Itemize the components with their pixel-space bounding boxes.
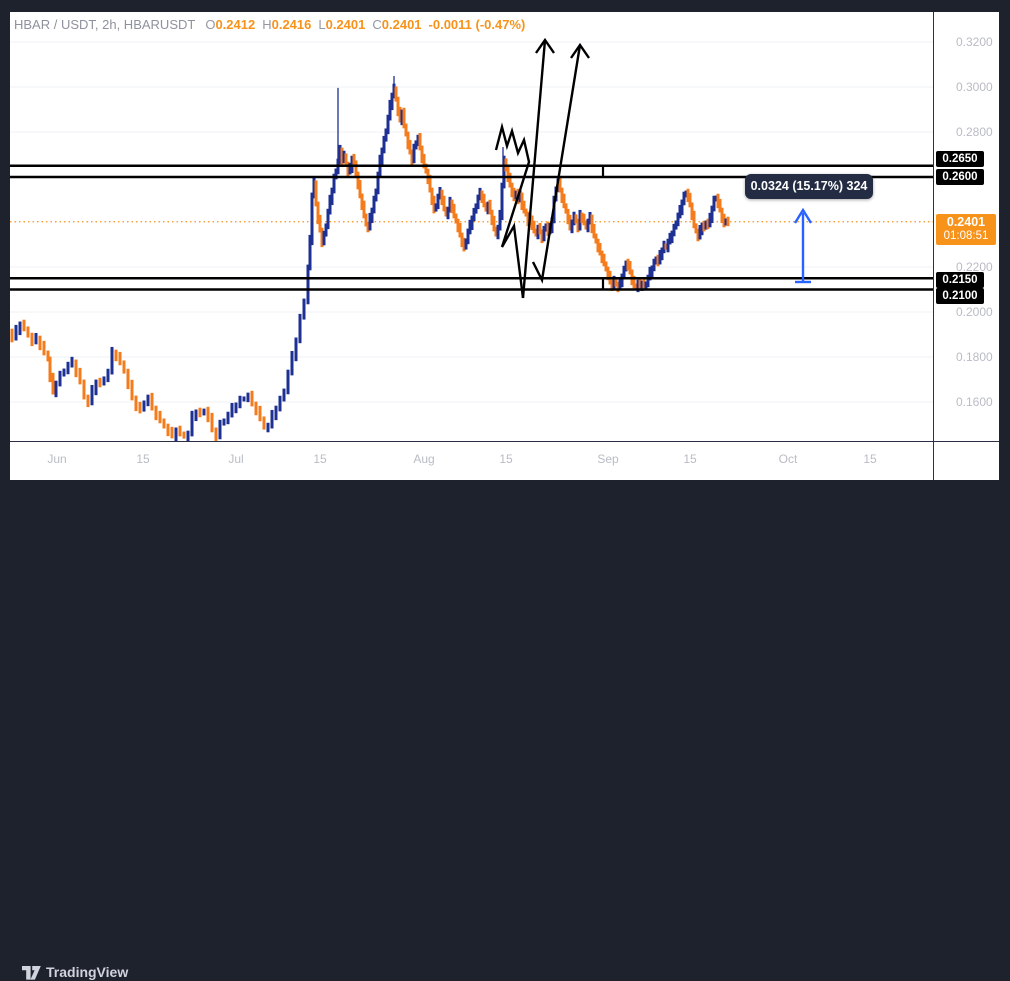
time-axis-border	[10, 441, 999, 442]
price-axis-label: 0.1800	[956, 350, 993, 364]
level-badge-2650: 0.2650	[936, 151, 984, 167]
price-change: -0.0011 (-0.47%)	[428, 17, 526, 32]
symbol-legend: HBAR / USDT, 2h, HBARUSDT O0.2412 H0.2416 L…	[14, 17, 525, 33]
breakout-arrow-1[interactable]	[521, 37, 555, 299]
ohlc-open: O0.2412	[205, 17, 256, 32]
time-axis-label: 15	[499, 452, 513, 466]
tradingview-brand[interactable]: TradingView	[46, 964, 129, 980]
ohlc-high: H0.2416	[262, 17, 312, 32]
current-price: 0.2401	[946, 215, 986, 229]
trend-zigzag[interactable]	[494, 122, 531, 299]
measure-arrow[interactable]	[793, 207, 813, 284]
time-axis-label: 15	[136, 452, 150, 466]
ohlc-low: L0.2401	[318, 17, 366, 32]
price-axis-label: 0.3000	[956, 80, 993, 94]
time-axis-label: Jul	[228, 452, 244, 466]
time-axis-label: Sep	[597, 452, 619, 466]
price-gridlines	[10, 41, 933, 403]
chart-window: HBAR / USDT, 2h, HBARUSDT O0.2412 H0.2416 L…	[0, 12, 1010, 980]
time-axis-label: Oct	[778, 452, 798, 466]
time-axis-label: 15	[313, 452, 327, 466]
price-axis-label: 0.1600	[956, 395, 993, 409]
tradingview-logo-icon[interactable]	[22, 965, 41, 981]
current-price-badge: 0.2401 01:08:51	[936, 214, 996, 245]
price-axis-label: 0.2800	[956, 125, 993, 139]
symbol-title[interactable]: HBAR / USDT, 2h, HBARUSDT	[14, 17, 196, 32]
candlestick-chart[interactable]	[10, 12, 933, 441]
candlestick-series	[10, 75, 730, 441]
price-axis-label: 0.2200	[956, 260, 993, 274]
level-badge-2600: 0.2600	[936, 169, 984, 185]
footer-bar: TradingView	[0, 480, 1010, 980]
ohlc-close: C0.2401	[372, 17, 422, 32]
breakout-arrow-2[interactable]	[531, 42, 590, 284]
level-badge-2150: 0.2150	[936, 272, 984, 288]
bar-countdown: 01:08:51	[943, 230, 989, 242]
price-axis-border	[933, 12, 934, 480]
time-axis-label: Jun	[47, 452, 67, 466]
price-axis-label: 0.3200	[956, 35, 993, 49]
time-axis-label: 15	[683, 452, 697, 466]
measure-tooltip: 0.0324 (15.17%) 324	[745, 174, 873, 199]
time-axis-label: 15	[863, 452, 877, 466]
price-axis-label: 0.2000	[956, 305, 993, 319]
time-axis-label: Aug	[413, 452, 435, 466]
level-badge-2100: 0.2100	[936, 288, 984, 304]
